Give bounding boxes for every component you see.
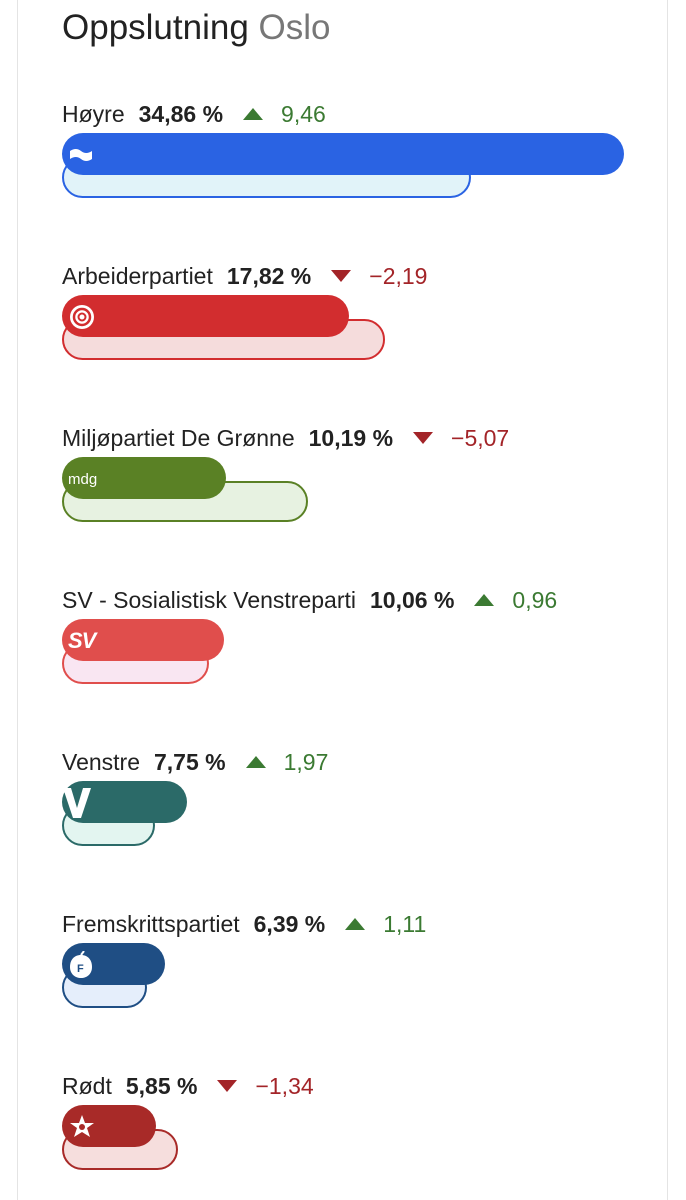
party-change: 1,11 bbox=[383, 910, 427, 937]
triangle-down-icon bbox=[413, 432, 434, 444]
party-label-row: Fremskrittspartiet 6,39 % 1,11 bbox=[62, 907, 426, 941]
party-percentage: 17,82 % bbox=[226, 262, 312, 289]
party-row: Rødt 5,85 % −1,34 bbox=[0, 1069, 686, 1199]
party-percentage: 10,19 % bbox=[308, 424, 394, 451]
party-change: −5,07 bbox=[451, 424, 510, 451]
current-result-bar bbox=[62, 133, 624, 175]
party-row: Arbeiderpartiet 17,82 % −2,19 bbox=[0, 259, 686, 389]
party-percentage: 5,85 % bbox=[125, 1072, 198, 1099]
party-name: Venstre bbox=[62, 748, 140, 775]
party-name: Arbeiderpartiet bbox=[62, 262, 213, 289]
party-label-row: Venstre 7,75 % 1,97 bbox=[62, 745, 328, 779]
title-text: Oppslutning bbox=[62, 8, 249, 47]
party-name: Miljøpartiet De Grønne bbox=[62, 424, 295, 451]
party-row: Fremskrittspartiet 6,39 % 1,11 F bbox=[0, 907, 686, 1037]
party-change: 0,96 bbox=[512, 586, 558, 613]
frp-icon: F bbox=[68, 951, 94, 979]
party-name: Fremskrittspartiet bbox=[62, 910, 240, 937]
star-icon bbox=[68, 1113, 96, 1141]
party-change: −1,34 bbox=[255, 1072, 314, 1099]
mdg-logo: mdg bbox=[68, 470, 98, 488]
party-percentage: 10,06 % bbox=[370, 586, 455, 613]
hoyre-flag-icon bbox=[68, 141, 94, 169]
sv-logo: SV bbox=[68, 628, 96, 653]
triangle-up-icon bbox=[474, 594, 495, 606]
current-result-bar bbox=[62, 619, 225, 661]
party-change: −2,19 bbox=[369, 262, 428, 289]
party-label-row: Miljøpartiet De Grønne 10,19 % −5,07 bbox=[62, 421, 509, 455]
party-row: Høyre 34,86 % 9,46 bbox=[0, 97, 686, 227]
venstre-v-icon bbox=[62, 785, 92, 821]
party-row: Venstre 7,75 % 1,97 bbox=[0, 745, 686, 875]
party-percentage: 34,86 % bbox=[138, 100, 224, 127]
triangle-up-icon bbox=[245, 756, 266, 768]
title-area: Oslo bbox=[258, 8, 331, 47]
party-percentage: 6,39 % bbox=[253, 910, 326, 937]
card-border-left bbox=[17, 0, 18, 1200]
card-border-right bbox=[667, 0, 668, 1200]
rose-icon bbox=[68, 303, 96, 331]
current-result-bar bbox=[62, 457, 227, 499]
party-name: Rødt bbox=[62, 1072, 112, 1099]
triangle-down-icon bbox=[331, 270, 352, 282]
triangle-down-icon bbox=[217, 1080, 238, 1092]
party-row: SV - Sosialistisk Venstreparti 10,06 % 0,9… bbox=[0, 583, 686, 713]
party-percentage: 7,75 % bbox=[154, 748, 226, 775]
triangle-up-icon bbox=[243, 108, 264, 120]
party-name: Høyre bbox=[62, 100, 125, 127]
party-name: SV - Sosialistisk Venstreparti bbox=[62, 586, 357, 613]
party-label-row: Rødt 5,85 % −1,34 bbox=[62, 1069, 314, 1103]
party-change: 9,46 bbox=[281, 100, 326, 127]
triangle-up-icon bbox=[345, 918, 366, 930]
party-row: Miljøpartiet De Grønne 10,19 % −5,07 mdg bbox=[0, 421, 686, 551]
party-label-row: SV - Sosialistisk Venstreparti 10,06 % 0,9… bbox=[62, 583, 557, 617]
svg-text:F: F bbox=[77, 963, 84, 975]
party-label-row: Høyre 34,86 % 9,46 bbox=[62, 97, 326, 131]
party-change: 1,97 bbox=[283, 748, 329, 775]
current-result-bar bbox=[62, 295, 350, 337]
page-title: Oppslutning Oslo bbox=[62, 6, 331, 50]
party-label-row: Arbeiderpartiet 17,82 % −2,19 bbox=[62, 259, 427, 293]
